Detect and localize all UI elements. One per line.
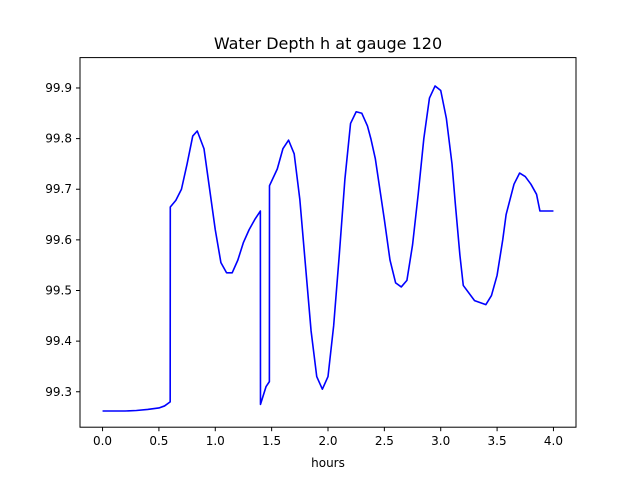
x-tick-label: 4.0 [544,434,563,448]
y-tick-label: 99.5 [45,283,72,297]
y-tick-label: 99.7 [45,182,72,196]
x-tick-label: 0.0 [93,434,112,448]
series-line-water-depth [102,85,554,412]
x-axis-label: hours [311,456,345,470]
x-tick-label: 2.5 [375,434,394,448]
y-tick-label: 99.4 [45,334,72,348]
x-tick-label: 1.0 [206,434,225,448]
x-tick-label: 2.0 [318,434,337,448]
x-axis: 0.0 0.5 1.0 1.5 2.0 2.5 3.0 3.5 4.0 [93,427,563,448]
x-tick-label: 3.5 [488,434,507,448]
chart-title: Water Depth h at gauge 120 [214,34,442,53]
y-tick-label: 99.8 [45,132,72,146]
y-axis: 99.3 99.4 99.5 99.6 99.7 99.8 99.9 [45,81,80,399]
y-tick-label: 99.6 [45,233,72,247]
x-tick-label: 3.0 [431,434,450,448]
y-tick-label: 99.3 [45,385,72,399]
y-tick-label: 99.9 [45,81,72,95]
x-tick-label: 0.5 [149,434,168,448]
x-tick-label: 1.5 [262,434,281,448]
